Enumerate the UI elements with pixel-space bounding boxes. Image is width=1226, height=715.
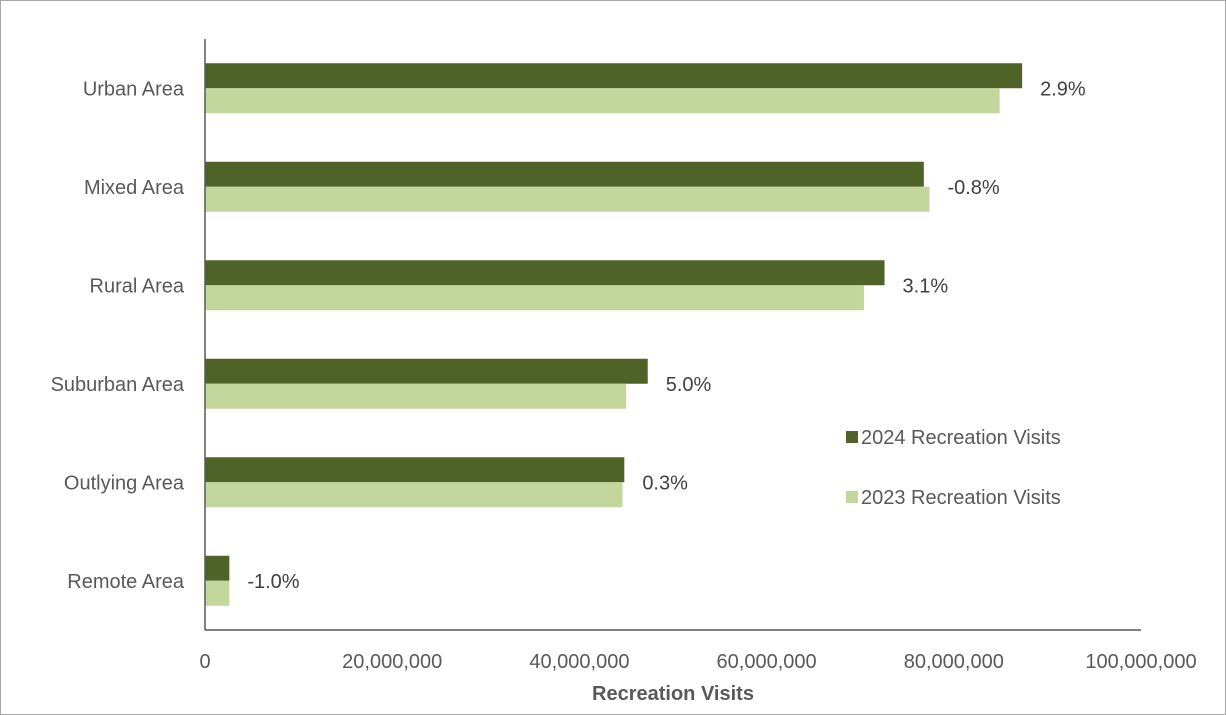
x-axis-title: Recreation Visits	[592, 683, 754, 705]
bar-series1-1	[205, 161, 924, 187]
x-tick-label: 100,000,000	[1085, 651, 1196, 673]
data-labels-group: 2.9% -0.8% 3.1% 5.0% 0.3% -1.0%	[247, 78, 1086, 593]
x-tick-label: 0	[199, 651, 210, 673]
category-label: Urban Area	[83, 78, 185, 100]
bar-series1-3	[205, 358, 648, 384]
bar-series2-3	[205, 383, 627, 409]
bar-series2-5	[205, 580, 230, 606]
category-label: Rural Area	[90, 275, 185, 297]
x-tick-label: 20,000,000	[342, 651, 442, 673]
category-label: Outlying Area	[64, 472, 185, 494]
x-tick-labels-group: 0 20,000,000 40,000,000 60,000,000 80,000,00…	[199, 651, 1196, 673]
x-tick-label: 80,000,000	[904, 651, 1004, 673]
bar-series2-0	[205, 88, 1000, 114]
legend: 2024 Recreation Visits 2023 Recreation Vi…	[846, 427, 1061, 509]
x-tick-label: 40,000,000	[529, 651, 629, 673]
category-label: Suburban Area	[51, 374, 185, 396]
data-label: -1.0%	[247, 571, 299, 593]
legend-label-1: 2024 Recreation Visits	[861, 427, 1061, 449]
bar-series1-0	[205, 63, 1023, 89]
data-label: -0.8%	[947, 177, 999, 199]
bar-series2-2	[205, 285, 864, 311]
bar-series2-4	[205, 482, 623, 508]
bar-series2-1	[205, 186, 930, 212]
legend-swatch-2	[846, 491, 858, 503]
data-label: 2.9%	[1040, 78, 1086, 100]
category-label: Mixed Area	[84, 177, 185, 199]
legend-swatch-1	[846, 431, 858, 443]
data-label: 3.1%	[903, 275, 949, 297]
bars-group	[205, 63, 1023, 606]
data-label: 5.0%	[666, 374, 712, 396]
x-tick-label: 60,000,000	[717, 651, 817, 673]
category-label: Remote Area	[67, 571, 185, 593]
bar-series1-2	[205, 260, 885, 286]
legend-label-2: 2023 Recreation Visits	[861, 487, 1061, 509]
category-labels-group: Urban Area Mixed Area Rural Area Suburban A…	[51, 78, 185, 593]
bar-series1-4	[205, 457, 625, 483]
bar-series1-5	[205, 555, 230, 581]
data-label: 0.3%	[642, 472, 688, 494]
